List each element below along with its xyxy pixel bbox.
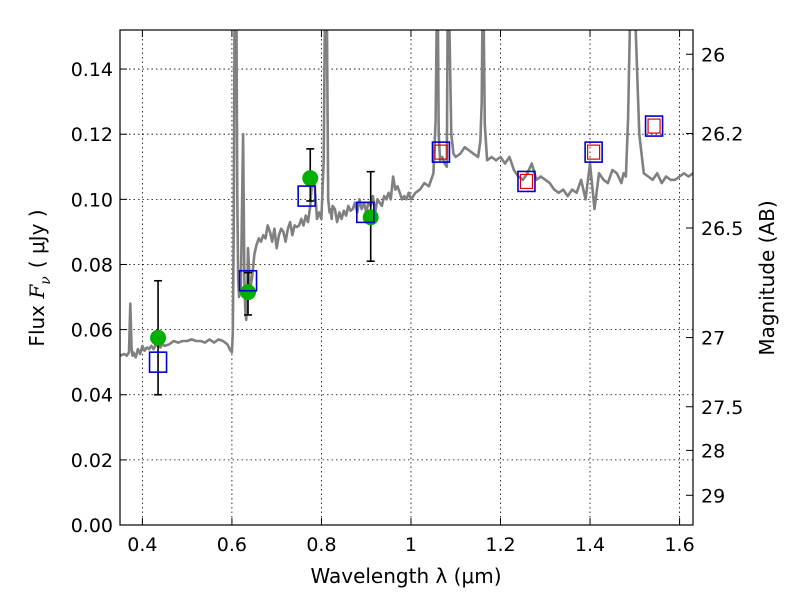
x-tick-label: 1.2 [485, 534, 515, 556]
y-tick-label: 0.14 [71, 59, 113, 81]
observed-point [362, 209, 379, 226]
model-spectrum-line [120, 30, 693, 359]
y-tick-label: 0.12 [71, 124, 113, 146]
x-tick-label: 0.6 [217, 534, 247, 556]
observed-points [150, 170, 379, 346]
model-photometry-box [431, 141, 451, 163]
y2-axis-label: Magnitude (AB) [755, 200, 779, 355]
y2-tick-label: 29 [701, 485, 725, 507]
model-photometry-box [238, 269, 258, 292]
observed-point [240, 284, 257, 301]
y-tick-labels: 0.00 0.02 0.04 0.06 0.08 0.10 0.12 0.14 [71, 59, 113, 537]
x-tick-label: 1.6 [664, 534, 694, 556]
y2-tick-label: 27 [701, 328, 725, 350]
plot-frame [119, 29, 694, 526]
x-axis-label: Wavelength λ (μm) [310, 564, 501, 588]
y-axis-label-prefix: Flux [25, 299, 49, 347]
model-photometry-inner-box [587, 144, 601, 160]
y-tick-label: 0.02 [71, 450, 113, 472]
y-tick-label: 0.06 [71, 320, 113, 342]
x-tick-label: 1 [405, 534, 417, 556]
y-axis-label: Flux Fν ( μJy ) [25, 209, 54, 346]
x-tick-labels: 0.4 0.6 0.8 1 1.2 1.4 1.6 [127, 534, 694, 556]
y2-tick-label: 26 [701, 44, 725, 66]
model-photometry-boxes [148, 115, 664, 373]
model-photometry-box [148, 351, 168, 373]
model-photometry-box [584, 141, 603, 163]
x-tick-label: 0.4 [127, 534, 157, 556]
observed-point [150, 329, 167, 346]
model-photometry-box [517, 170, 536, 193]
error-bars [154, 148, 375, 396]
model-photometry-inner-box [519, 173, 534, 190]
y-axis-label-subscript: ν [38, 276, 54, 285]
y-axis-label-unit: ( μJy ) [25, 209, 49, 268]
y2-tick-label: 27.5 [701, 397, 743, 419]
model-photometry-inner-box [434, 144, 448, 160]
y2-tick-label: 26.2 [701, 123, 743, 145]
model-photometry-box [644, 115, 664, 137]
y2-tick-label: 26.5 [701, 218, 743, 240]
y-tick-label: 0.10 [71, 189, 113, 211]
grid-lines [120, 30, 693, 526]
model-photometry-inner-box [647, 118, 661, 134]
y-tick-label: 0.04 [71, 385, 113, 407]
model-photometry-box [297, 185, 316, 207]
y-tick-label: 0.08 [71, 254, 113, 276]
model-photometry-box [356, 201, 375, 224]
y-axis-label-symbol: F [25, 284, 49, 300]
y2-tick-label: 28 [701, 440, 725, 462]
observed-point [302, 170, 319, 187]
x-tick-label: 1.4 [575, 534, 605, 556]
x-tick-label: 0.8 [306, 534, 336, 556]
axis-ticks [120, 30, 693, 526]
y-tick-label: 0.00 [71, 515, 113, 537]
y2-tick-labels: 26 26.2 26.5 27 27.5 28 29 [701, 44, 743, 507]
